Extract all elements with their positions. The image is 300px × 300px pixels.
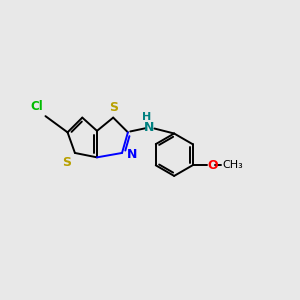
Text: Cl: Cl bbox=[30, 100, 43, 112]
Text: CH₃: CH₃ bbox=[222, 160, 243, 170]
Text: S: S bbox=[62, 156, 71, 169]
Text: N: N bbox=[127, 148, 138, 161]
Text: S: S bbox=[109, 101, 118, 114]
Text: O: O bbox=[208, 159, 218, 172]
Text: N: N bbox=[144, 121, 154, 134]
Text: H: H bbox=[142, 112, 152, 122]
